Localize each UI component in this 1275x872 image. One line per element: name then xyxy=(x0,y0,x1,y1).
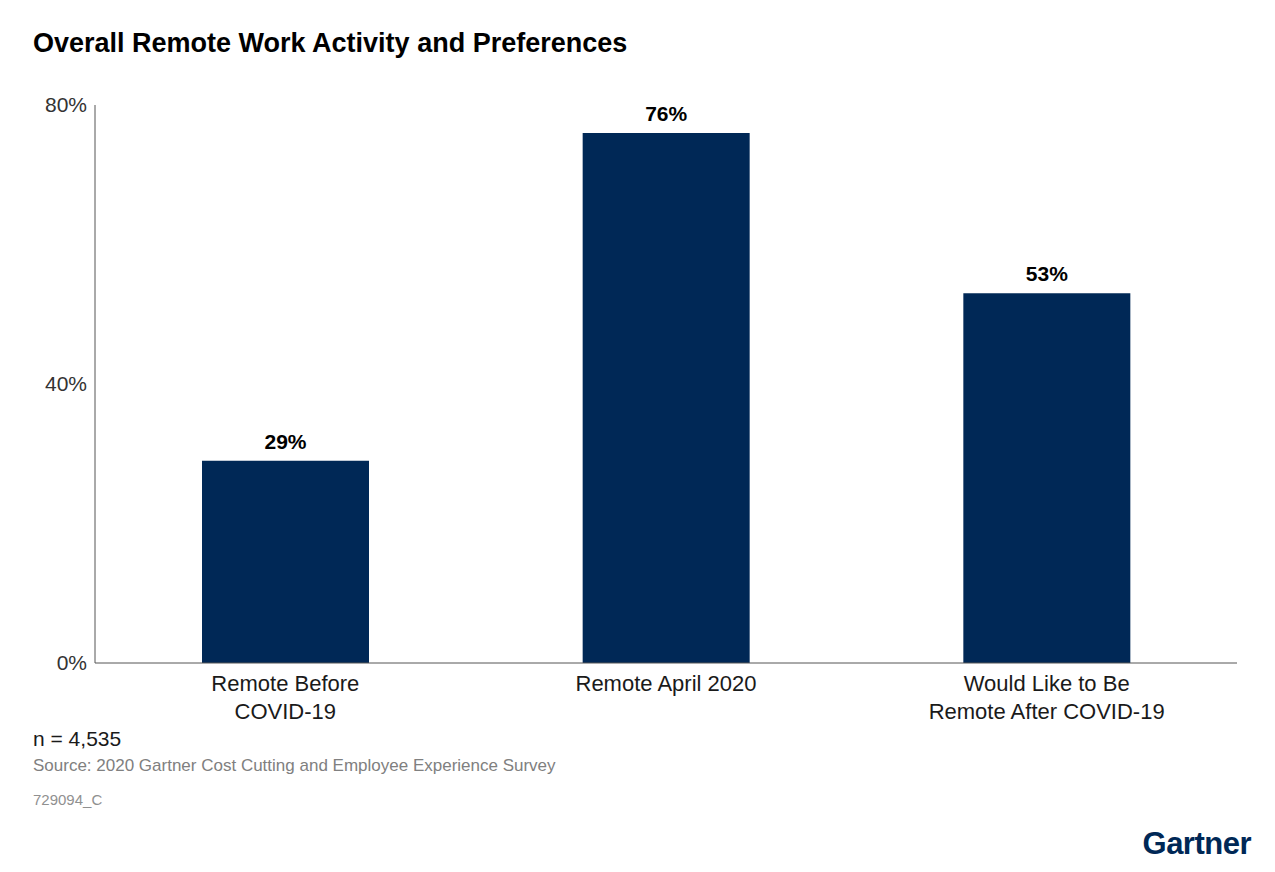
html-text:Overall Remote Work Activity a: Overall Remote Work Activity and Prefere… xyxy=(33,28,628,58)
svg-text:29%: 29% xyxy=(264,430,306,453)
html-text:Gartner: Gartner xyxy=(1142,826,1251,861)
svg-text:Remote BeforeCOVID-19: Remote BeforeCOVID-19 xyxy=(211,671,359,724)
svg-text:Would Like to BeRemote After C: Would Like to BeRemote After COVID-19 xyxy=(929,671,1165,724)
html-text:729094_C: 729094_C xyxy=(33,791,103,808)
html-text:n = 4,535: n = 4,535 xyxy=(33,727,122,750)
svg-text:80%: 80% xyxy=(45,93,87,116)
svg-text:0%: 0% xyxy=(57,651,87,674)
svg-text:Remote April 2020: Remote April 2020 xyxy=(576,671,757,696)
svg-text:53%: 53% xyxy=(1026,262,1068,285)
svg-text:40%: 40% xyxy=(45,372,87,395)
svg-text:76%: 76% xyxy=(645,102,687,125)
html-text:Source: 2020 Gartner Cost Cutt: Source: 2020 Gartner Cost Cutting and Em… xyxy=(33,756,556,775)
